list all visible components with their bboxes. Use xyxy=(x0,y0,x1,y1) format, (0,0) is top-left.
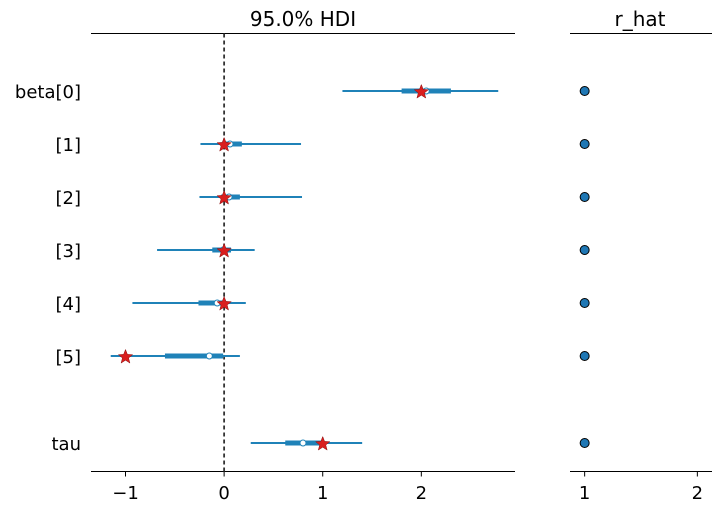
true-value-star xyxy=(413,83,430,99)
true-value-star xyxy=(216,189,232,205)
rhat-x-tick-label: 2 xyxy=(692,483,703,504)
rhat-point xyxy=(579,86,590,96)
parameter-label: [4] xyxy=(56,294,82,315)
parameter-label: [3] xyxy=(56,241,82,262)
parameter-label: [2] xyxy=(56,188,82,209)
hdi-x-tick-label: −1 xyxy=(112,483,139,504)
rhat-point xyxy=(579,438,590,448)
rhat-point xyxy=(579,245,590,255)
median-point xyxy=(205,352,213,360)
true-value-star xyxy=(216,242,232,258)
true-value-star xyxy=(314,435,331,451)
rhat-x-tick-label: 1 xyxy=(579,483,590,504)
parameter-label: [1] xyxy=(56,135,82,156)
hdi-x-tick-label: 0 xyxy=(218,483,229,504)
true-value-star xyxy=(117,348,134,364)
rhat-point xyxy=(579,351,590,361)
hdi-x-tick-label: 1 xyxy=(317,483,328,504)
rhat-point xyxy=(579,298,590,308)
median-point xyxy=(299,439,307,447)
parameter-label: beta[0] xyxy=(15,82,81,103)
true-value-star xyxy=(216,136,232,152)
parameter-label: tau xyxy=(52,434,82,455)
rhat-point xyxy=(579,139,590,149)
parameter-label: [5] xyxy=(56,347,82,368)
rhat-panel-title: r_hat xyxy=(615,7,666,31)
hdi-x-tick-label: 2 xyxy=(416,483,427,504)
hdi-panel-title: 95.0% HDI xyxy=(250,7,356,31)
rhat-point xyxy=(579,192,590,202)
true-value-star xyxy=(216,295,232,311)
